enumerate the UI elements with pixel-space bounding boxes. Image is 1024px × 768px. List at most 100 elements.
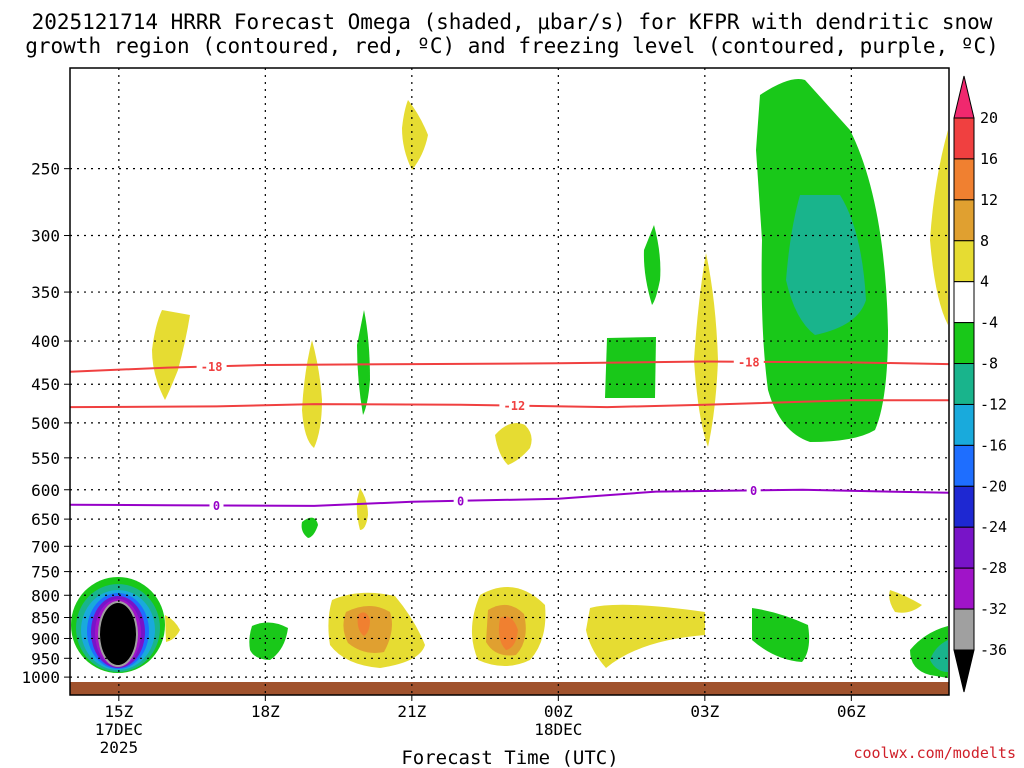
credit-text: coolwx.com/modelts (853, 744, 1016, 762)
omega-shading (71, 79, 948, 678)
contour-line-1 (69, 399, 949, 409)
colorbar-label-2: 12 (980, 191, 998, 209)
x-tick-sublabel-2025: 2025 (100, 738, 139, 757)
contour-label-2-1: 0 (457, 494, 464, 508)
colorbar-top-arrow (953, 75, 975, 119)
x-tick-label-15Z: 15Z (104, 702, 133, 721)
y-tick-label-700: 700 (31, 537, 60, 556)
colorbar-label-6: -8 (980, 355, 998, 373)
colorbar-box-11 (953, 567, 975, 610)
colorbar-label-13: -36 (980, 641, 1007, 659)
y-tick-label-550: 550 (31, 449, 60, 468)
omega-feature-ascent-6 (752, 608, 810, 662)
y-tick-label-300: 300 (31, 227, 60, 246)
plot-frame (69, 67, 950, 696)
colorbar-box-6 (953, 363, 975, 405)
chart-title-line-2: growth region (contoured, red, ºC) and f… (25, 34, 999, 58)
contour-line-2 (69, 488, 950, 507)
colorbar-box-1 (953, 158, 975, 201)
colorbar-bottom-arrow (953, 649, 975, 693)
y-tick-label-600: 600 (31, 481, 60, 500)
omega-feature-descent-01z (586, 604, 705, 668)
contour-label-0-1: -18 (738, 355, 760, 369)
colorbar-box-0 (953, 117, 975, 160)
colorbar-box-2 (953, 199, 975, 242)
omega-feature-descent-2 (402, 100, 428, 170)
y-tick-label-650: 650 (31, 510, 60, 529)
colorbar-label-10: -24 (980, 518, 1007, 536)
omega-feature-descent-23z-core (498, 616, 518, 650)
colorbar-box-3 (953, 240, 975, 283)
omega-feature-upper-ascent-core (786, 195, 866, 335)
colorbar-label-11: -28 (980, 559, 1007, 577)
contour-label-2-2: 0 (750, 484, 757, 498)
y-tick-label-850: 850 (31, 608, 60, 627)
y-tick-label-250: 250 (31, 160, 60, 179)
x-tick-label-18Z: 18Z (251, 702, 280, 721)
contour-line-0 (69, 360, 950, 373)
y-tick-label-950: 950 (31, 649, 60, 668)
y-tick-label-400: 400 (31, 332, 60, 351)
contour-label-bg-2-0 (209, 498, 224, 513)
omega-feature-descent-right-edge (930, 130, 948, 325)
x-tick-label-06Z: 06Z (837, 702, 866, 721)
y-tick-label-900: 900 (31, 629, 60, 648)
x-axis-title: Forecast Time (UTC) (401, 747, 618, 768)
y-tick-label-350: 350 (31, 283, 60, 302)
colorbar-label-0: 20 (980, 109, 998, 127)
colorbar-label-1: 16 (980, 150, 998, 168)
colorbar-box-5 (953, 322, 975, 365)
y-tick-label-450: 450 (31, 375, 60, 394)
x-tick-sublabel-17DEC: 17DEC (95, 720, 143, 739)
omega-feature-ascent-5 (249, 622, 288, 660)
x-tick-label-00Z: 00Z (544, 702, 573, 721)
x-tick-label-21Z: 21Z (397, 702, 426, 721)
colorbar-label-9: -20 (980, 477, 1007, 495)
omega-feature-ascent-4 (301, 517, 318, 538)
y-tick-label-750: 750 (31, 563, 60, 582)
omega-feature-descent-4 (495, 422, 532, 465)
colorbar-box-9 (953, 485, 975, 528)
colorbar-label-8: -16 (980, 436, 1007, 454)
temperature-contours: -18 -18 -12 0 0 0 (69, 354, 950, 513)
colorbar-label-12: -32 (980, 600, 1007, 618)
colorbar-box-4 (953, 281, 975, 324)
x-tick-label-03Z: 03Z (690, 702, 719, 721)
omega-colorbar: 20 16 12 8 4 -4 -8 -12 -16 -20 -24 -28 -32 -36 (953, 75, 1007, 693)
contour-label-2-0: 0 (213, 499, 220, 513)
x-tick-sublabel-18DEC: 18DEC (534, 720, 582, 739)
colorbar-label-5: -4 (980, 314, 998, 332)
omega-feature-ascent-3 (605, 337, 656, 398)
omega-feature-low-ascent-core (71, 577, 165, 673)
colorbar-box-8 (953, 444, 975, 487)
ground-surface (70, 682, 949, 695)
contour-label-bg-2-2 (746, 483, 761, 498)
contour-label-bg-1-0 (499, 398, 530, 413)
omega-feature-descent-20z-core (357, 612, 370, 636)
omega-feature-ascent-2 (643, 225, 661, 305)
contour-label-0-0: -18 (201, 360, 223, 374)
y-tick-label-800: 800 (31, 586, 60, 605)
contour-label-bg-0-1 (733, 354, 764, 369)
colorbar-label-7: -12 (980, 395, 1007, 413)
contour-label-bg-2-1 (453, 493, 468, 508)
colorbar-label-3: 8 (980, 232, 989, 250)
omega-feature-descent-5 (694, 253, 718, 447)
contour-label-bg-0-0 (196, 359, 227, 374)
omega-feature-descent-1 (152, 310, 190, 400)
omega-feature-descent-3 (302, 340, 322, 448)
colorbar-box-10 (953, 526, 975, 569)
y-axis: 250 300 350 400 450 500 550 600 650 700 750 800 850 9… (21, 160, 70, 687)
colorbar-box-12 (953, 608, 975, 651)
y-tick-label-500: 500 (31, 414, 60, 433)
y-tick-label-1000: 1000 (21, 668, 60, 687)
contour-label-1-0: -12 (504, 399, 526, 413)
omega-feature-descent-16z (165, 615, 180, 642)
omega-feature-ascent-right-edge-core (930, 640, 948, 672)
chart-title-line-1: 2025121714 HRRR Forecast Omega (shaded, … (32, 10, 993, 34)
colorbar-label-4: 4 (980, 273, 989, 291)
colorbar-box-7 (953, 403, 975, 446)
omega-feature-ascent-1 (357, 310, 370, 415)
